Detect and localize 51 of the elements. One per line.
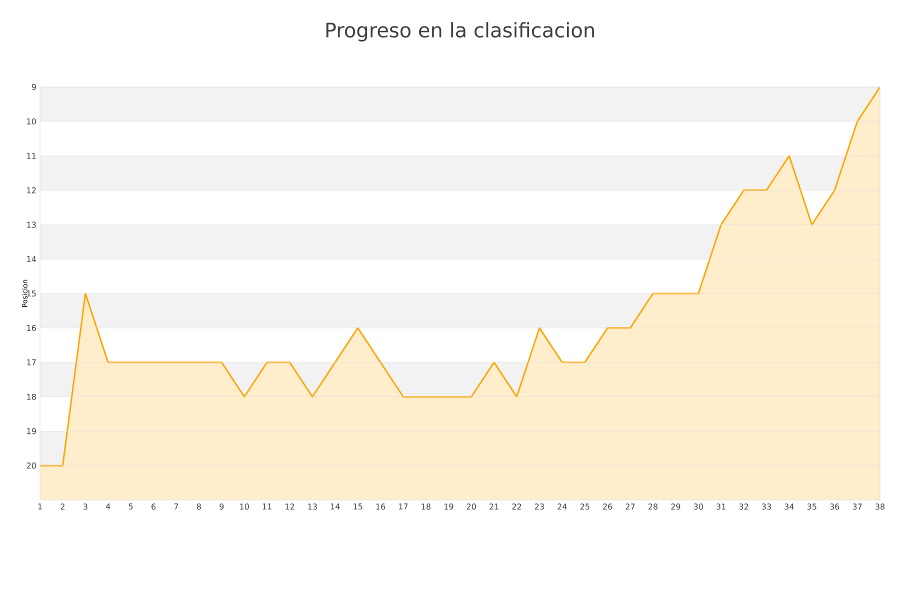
x-tick-label: 11 xyxy=(262,504,272,510)
x-tick-label: 16 xyxy=(376,504,386,510)
chart-title: Progreso en la clasificacion xyxy=(326,22,594,42)
x-tick-label: 37 xyxy=(852,504,862,510)
x-tick-label: 28 xyxy=(648,504,658,510)
x-tick-label: 27 xyxy=(626,504,635,510)
x-tick-label: 20 xyxy=(466,504,476,510)
x-tick-label: 38 xyxy=(876,504,885,510)
x-tick-label: 12 xyxy=(286,504,294,510)
x-tick-label: 5 xyxy=(128,504,133,510)
x-tick-label: 2 xyxy=(60,504,64,510)
x-tick-label: 21 xyxy=(490,504,498,510)
x-tick-label: 13 xyxy=(308,504,317,510)
x-tick-label: 29 xyxy=(671,504,680,510)
x-tick-label: 31 xyxy=(716,504,726,510)
y-tick-label: 10 xyxy=(27,118,36,124)
x-tick-label: 3 xyxy=(83,504,88,510)
y-tick-label: 12 xyxy=(27,187,36,194)
x-tick-label: 26 xyxy=(603,504,612,510)
y-tick-label: 14 xyxy=(27,256,36,262)
x-tick-label: 1 xyxy=(38,504,42,510)
x-tick-label: 17 xyxy=(399,504,408,510)
x-tick-label: 4 xyxy=(106,504,110,510)
y-tick-label: 13 xyxy=(27,222,36,228)
x-tick-label: 7 xyxy=(174,504,178,510)
x-tick-label: 8 xyxy=(196,504,201,510)
x-tick-label: 30 xyxy=(694,504,703,510)
x-tick-label: 25 xyxy=(580,504,590,510)
x-tick-label: 15 xyxy=(354,504,362,510)
y-tick-label: 19 xyxy=(27,428,36,434)
y-tick-label: 17 xyxy=(27,359,36,366)
x-tick-label: 33 xyxy=(762,504,771,510)
y-tick-label: 16 xyxy=(27,324,36,331)
y-tick-label: 18 xyxy=(27,394,36,400)
x-tick-label: 19 xyxy=(444,504,454,510)
x-tick-label: 36 xyxy=(830,504,840,510)
x-tick-label: 9 xyxy=(220,504,224,510)
y-tick-label: 15 xyxy=(27,290,36,296)
y-tick-label: 20 xyxy=(26,462,36,469)
x-tick-label: 34 xyxy=(784,504,794,510)
y-tick-label: 9 xyxy=(32,84,36,90)
x-tick-label: 32 xyxy=(739,504,748,510)
x-tick-label: 14 xyxy=(330,504,340,510)
x-tick-label: 35 xyxy=(807,504,816,510)
x-tick-label: 18 xyxy=(422,504,430,510)
x-tick-label: 24 xyxy=(558,504,567,510)
x-tick-label: 23 xyxy=(534,504,544,510)
x-tick-label: 10 xyxy=(240,504,249,510)
x-tick-label: 6 xyxy=(152,504,156,510)
y-tick-label: 11 xyxy=(27,152,36,159)
x-tick-label: 22 xyxy=(512,504,522,510)
